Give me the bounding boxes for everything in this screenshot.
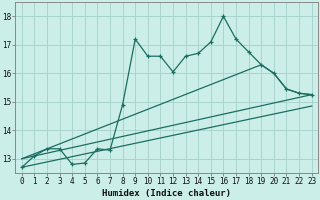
- X-axis label: Humidex (Indice chaleur): Humidex (Indice chaleur): [102, 189, 231, 198]
